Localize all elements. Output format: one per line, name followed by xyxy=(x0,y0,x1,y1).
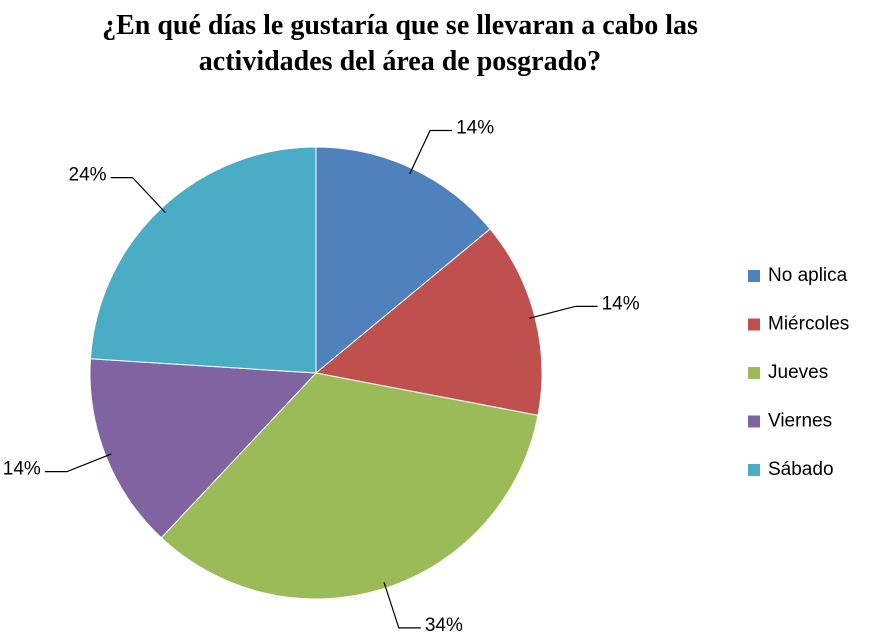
leader-line xyxy=(383,582,421,629)
data-label: 14% xyxy=(602,293,640,314)
legend-label: No aplica xyxy=(768,265,848,286)
legend-label: Sábado xyxy=(768,459,834,480)
legend-label: Viernes xyxy=(768,411,832,432)
legend-swatch xyxy=(748,270,760,282)
data-label: 24% xyxy=(69,165,107,186)
legend-swatch xyxy=(748,367,760,379)
leader-line xyxy=(409,129,453,175)
legend-swatch xyxy=(748,318,760,331)
legend-label: Jueves xyxy=(768,362,828,383)
chart-title: ¿En qué días le gustaría que se llevaran… xyxy=(102,10,698,77)
leader-line xyxy=(44,453,112,473)
data-label: 34% xyxy=(425,615,463,636)
legend-label: Miércoles xyxy=(768,314,849,335)
legend-swatch xyxy=(748,464,760,476)
pie-slice xyxy=(89,146,317,374)
data-label: 14% xyxy=(456,118,494,139)
data-label: 14% xyxy=(3,459,41,480)
leader-line xyxy=(528,305,598,319)
leader-line xyxy=(110,177,166,214)
legend-swatch xyxy=(748,415,760,428)
